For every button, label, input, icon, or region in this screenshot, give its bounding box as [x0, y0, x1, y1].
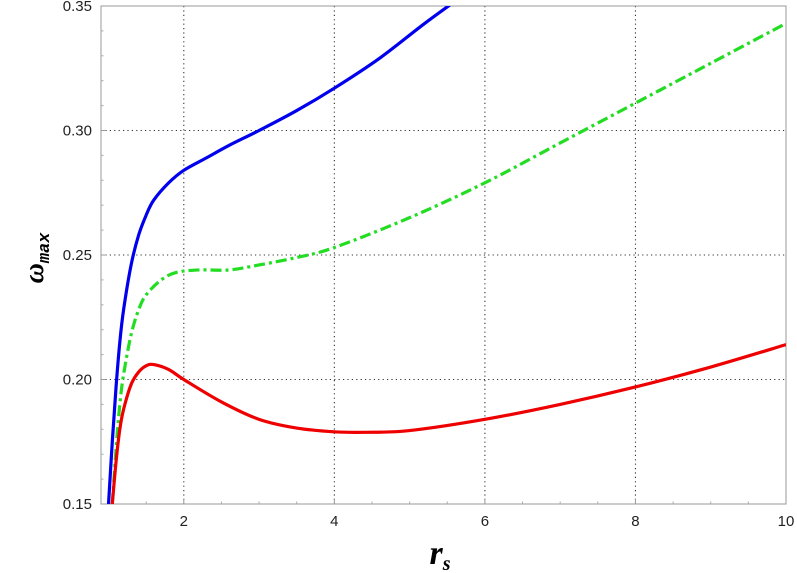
- y-tick-label: 0.25: [63, 247, 92, 264]
- x-tick-label: 8: [631, 513, 639, 530]
- y-tick-label: 0.20: [63, 372, 92, 389]
- x-tick-label: 4: [330, 513, 338, 530]
- axis-ticks: 2 4 6 8 10 0.15 0.20 0.25 0.30 0.35: [63, 0, 795, 530]
- y-tick-label: 0.30: [63, 123, 92, 140]
- series-line-red: [110, 343, 786, 504]
- series-line-green: [110, 22, 786, 504]
- x-tick-label: 2: [180, 513, 188, 530]
- series-line-blue: [106, 6, 452, 504]
- y-tick-label: 0.35: [63, 0, 92, 15]
- gridlines: [101, 6, 786, 504]
- data-series: [106, 6, 786, 504]
- y-axis-title: ωmax: [19, 232, 55, 284]
- plot-frame: [100, 5, 787, 505]
- x-axis-title: rs: [429, 535, 450, 573]
- y-tick-label: 0.15: [63, 496, 92, 513]
- x-tick-label: 6: [481, 513, 489, 530]
- x-tick-label: 10: [778, 513, 795, 530]
